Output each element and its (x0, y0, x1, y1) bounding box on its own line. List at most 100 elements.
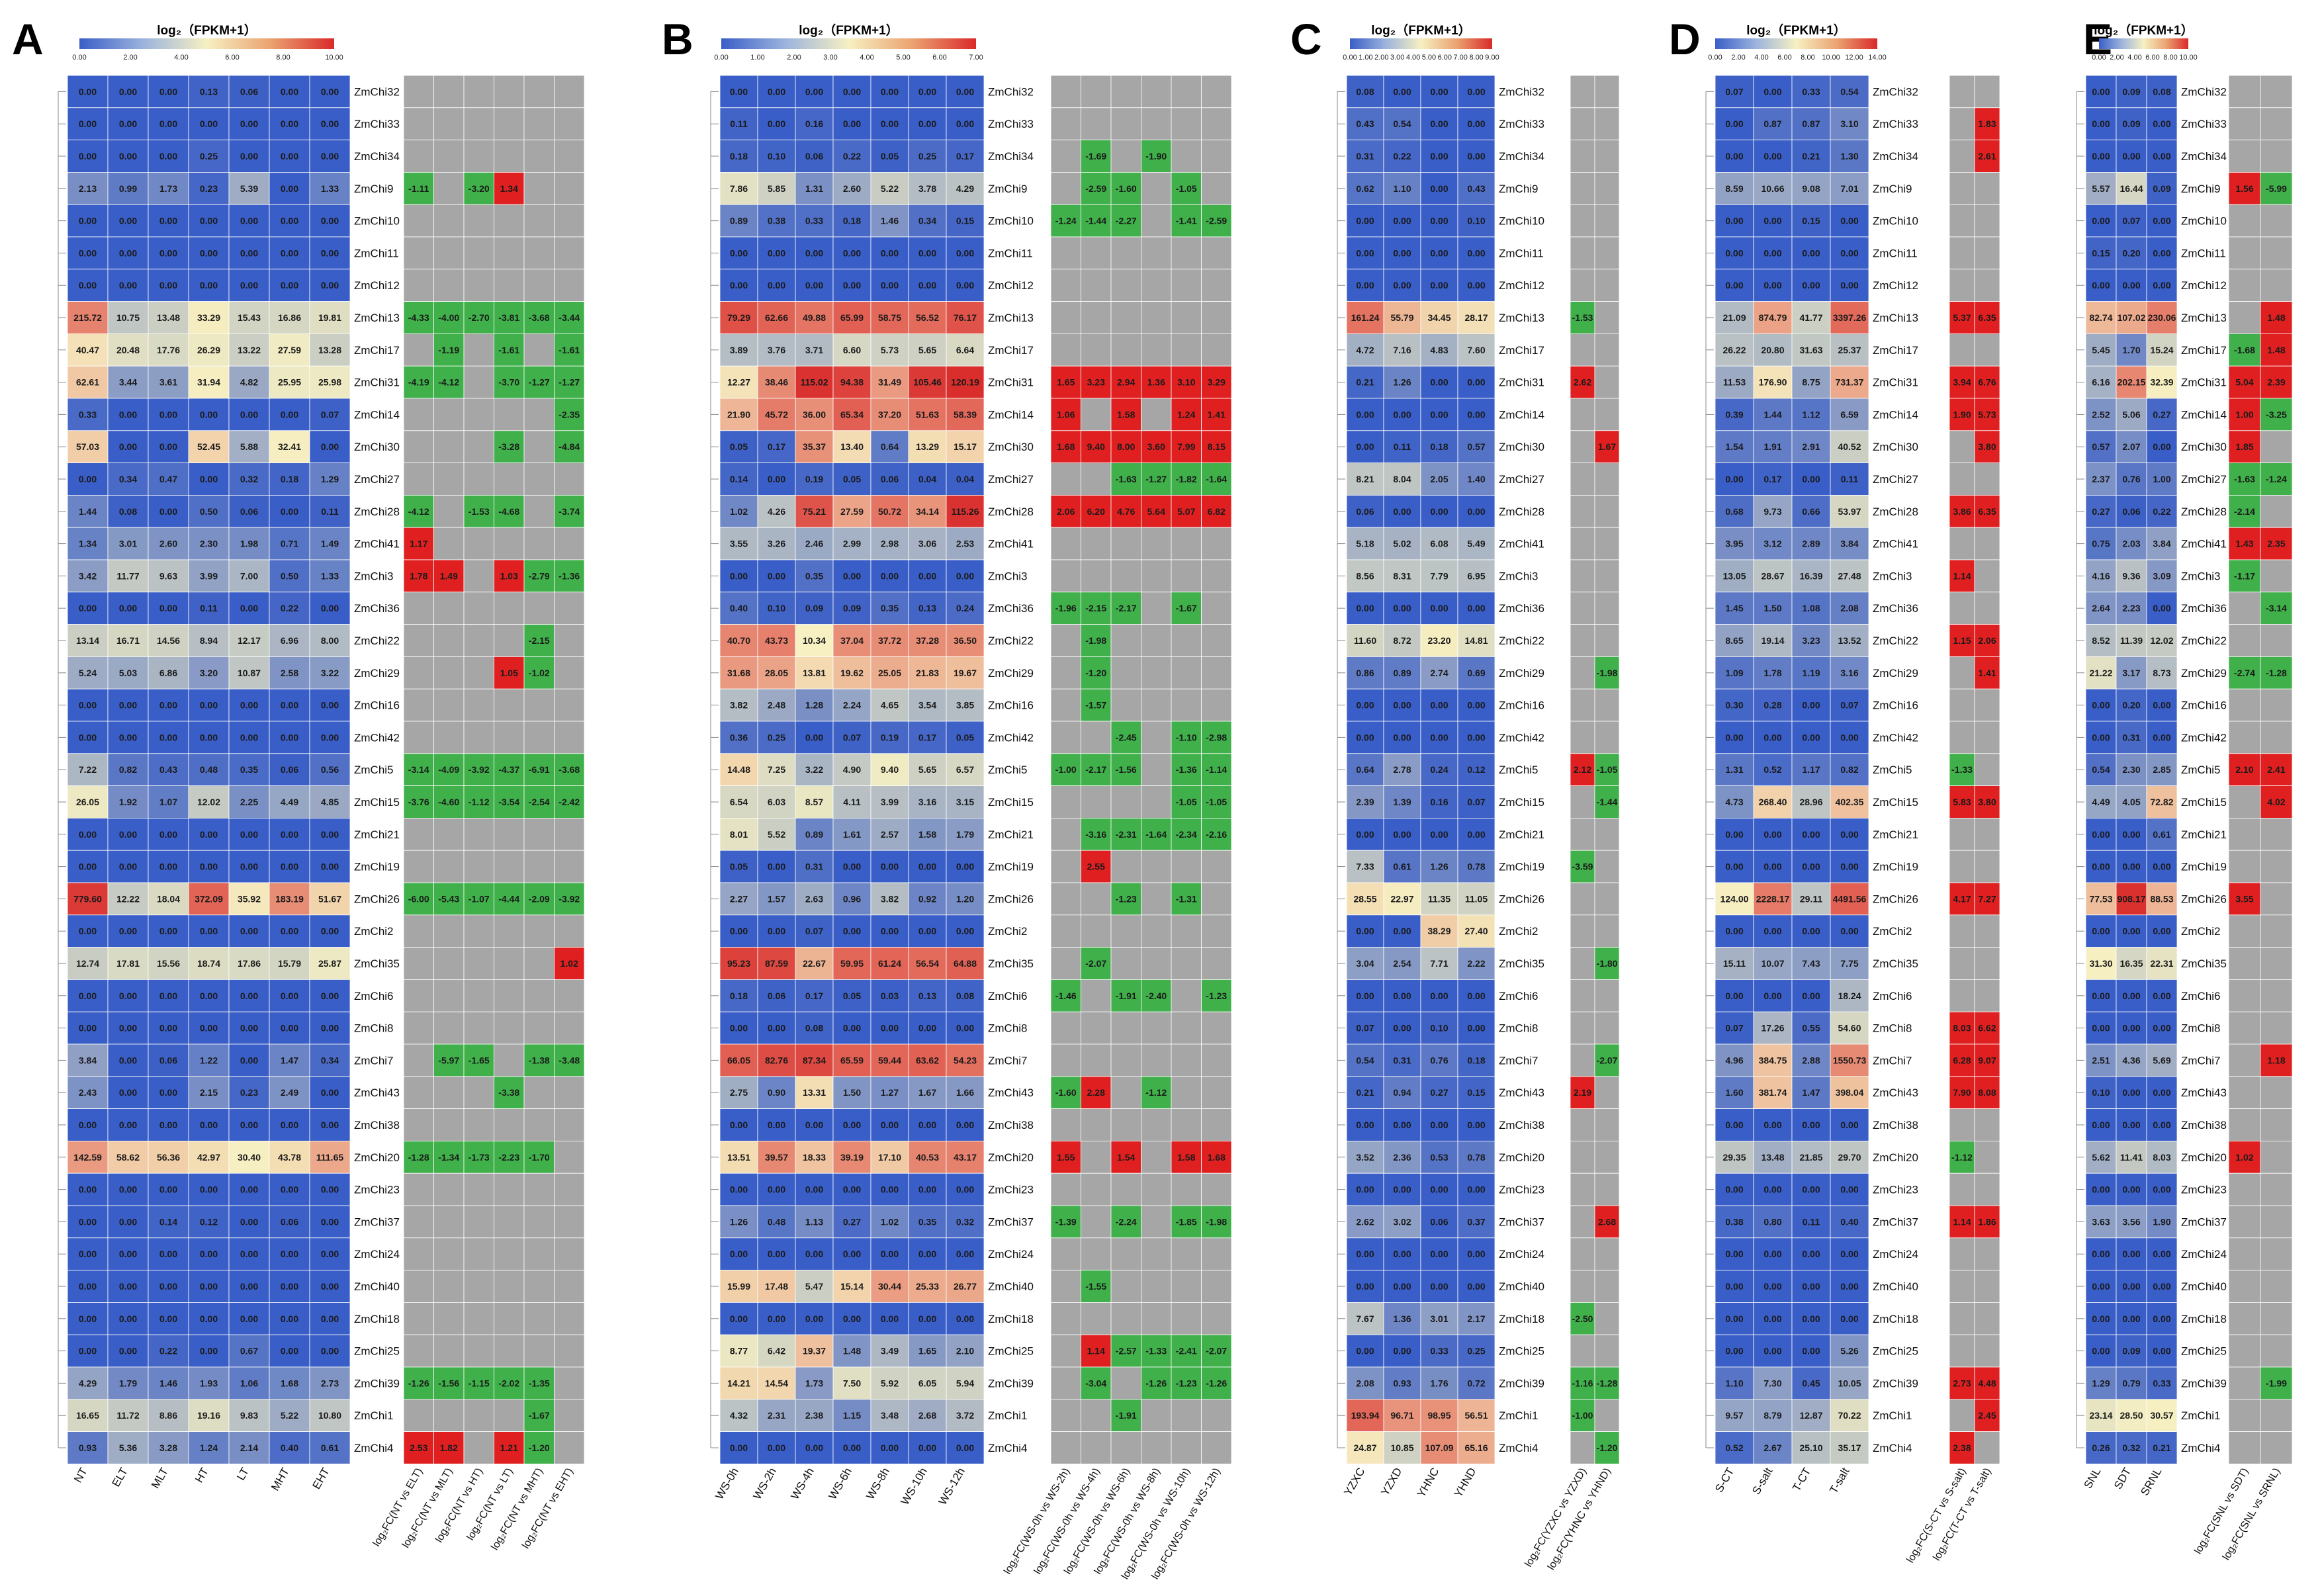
fc-cell (1050, 592, 1081, 625)
heat-cell-value: 0.04 (956, 474, 974, 484)
heat-cell (1791, 850, 1831, 883)
fc-cell (554, 171, 585, 205)
heat-cell-value: 4.82 (240, 377, 258, 388)
fc-cell (494, 947, 525, 980)
fc-cell (1171, 818, 1202, 851)
gene-label: ZmChi35 (1873, 957, 1918, 970)
gene-label: ZmChi29 (1873, 667, 1918, 680)
heat-cell (832, 107, 871, 141)
fc-cell (554, 1431, 585, 1464)
fc-cell-value: -2.79 (529, 570, 550, 581)
legend-title: log₂（FPKM+1） (1371, 22, 1470, 38)
fc-cell-value: -2.45 (1116, 732, 1137, 742)
heat-cell (908, 1205, 947, 1239)
gene-label: ZmChi32 (988, 85, 1034, 98)
fc-cell (1081, 624, 1112, 657)
heat-cell-value: 49.88 (803, 312, 826, 323)
heat-cell (1753, 947, 1793, 980)
gene-label: ZmChi15 (354, 796, 400, 809)
heat-cell-value: 28.96 (1799, 797, 1822, 807)
heat-cell-value: 40.70 (727, 635, 750, 646)
heat-cell-value: 0.00 (1763, 862, 1781, 872)
fc-cell (433, 75, 465, 109)
heat-cell-value: 5.94 (956, 1378, 974, 1388)
heat-cell (188, 656, 230, 689)
fc-cell (1570, 1431, 1595, 1464)
fc-cell (463, 269, 494, 302)
heat-cell (107, 269, 149, 302)
heat-cell-value: 0.00 (2122, 1120, 2140, 1130)
fc-cell-value: -1.57 (1085, 700, 1106, 711)
heat-cell-value: 62.66 (765, 312, 788, 323)
heat-cell-value: 6.64 (956, 345, 974, 355)
heat-cell-value: 5.85 (768, 183, 785, 194)
heat-cell-value: 0.30 (1725, 700, 1743, 711)
fc-cell-value: -2.57 (1116, 1346, 1137, 1356)
heat-cell-value: 0.00 (918, 280, 936, 290)
gene-label: ZmChi26 (1499, 893, 1544, 905)
heat-cell-value: 72.82 (2150, 797, 2173, 807)
fc-cell-value: 1.00 (2235, 409, 2253, 420)
gene-label: ZmChi38 (1873, 1119, 1918, 1131)
heat-cell-value: 0.00 (321, 1281, 339, 1292)
fc-cell-value: 1.41 (1208, 409, 1226, 420)
fc-cell-value: -1.91 (1116, 991, 1137, 1001)
heat-cell (795, 495, 834, 528)
heat-cell (269, 721, 310, 754)
heat-cell-value: 20.80 (1761, 345, 1784, 355)
heat-cell-value: 21.83 (916, 668, 939, 678)
heat-cell (1457, 1011, 1495, 1045)
heat-cell-value: 0.93 (1393, 1378, 1411, 1388)
gene-label: ZmChi36 (988, 602, 1034, 615)
heat-cell (188, 592, 230, 625)
fc-cell (1201, 1334, 1232, 1368)
heat-cell-value: 12.17 (238, 635, 261, 646)
gene-label: ZmChi26 (988, 893, 1034, 905)
heat-cell-value: 0.54 (1840, 86, 1858, 97)
heat-cell (228, 140, 270, 173)
heat-cell-value: 0.11 (200, 603, 218, 613)
heat-cell-value: 2.52 (2092, 409, 2110, 420)
heat-cell (269, 624, 310, 657)
heat-cell (1346, 236, 1384, 270)
heat-cell (1383, 171, 1421, 205)
heat-cell (1791, 75, 1831, 109)
heat-cell (1753, 850, 1793, 883)
fc-cell (1949, 1302, 1975, 1335)
heat-cell-value: 0.00 (1356, 700, 1374, 711)
fc-cell-value: -2.41 (1176, 1346, 1197, 1356)
heat-cell-value: 0.00 (2092, 216, 2110, 226)
heat-cell (1715, 495, 1754, 528)
fc-cell (433, 914, 465, 948)
heat-cell-value: 0.00 (730, 86, 748, 97)
heat-cell-value: 3.23 (1802, 635, 1820, 646)
heat-cell-value: 0.32 (2122, 1442, 2140, 1453)
fc-cell (2260, 882, 2293, 916)
fc-cell (433, 1302, 465, 1335)
heat-cell-value: 0.00 (768, 1442, 785, 1453)
heat-cell (107, 882, 149, 916)
heat-cell (67, 1237, 109, 1271)
heat-cell-value: 1.50 (1763, 603, 1781, 613)
fc-cell (554, 1302, 585, 1335)
heat-cell (107, 624, 149, 657)
heat-cell-value: 0.50 (281, 570, 298, 581)
heat-cell (832, 688, 871, 722)
heat-cell-value: 28.55 (1353, 893, 1376, 904)
heat-cell (269, 1141, 310, 1174)
fc-cell (554, 592, 585, 625)
heat-cell-value: 0.07 (1725, 1023, 1743, 1034)
heat-cell (832, 979, 871, 1012)
heat-cell-value: 0.00 (918, 1120, 936, 1130)
fc-cell-value: -4.19 (408, 377, 429, 388)
heat-cell (1383, 1431, 1421, 1464)
gene-label: ZmChi31 (354, 377, 400, 389)
heat-cell-value: 0.00 (1725, 247, 1743, 258)
heat-cell (908, 1043, 947, 1077)
heat-cell-value: 0.00 (281, 86, 298, 97)
heat-cell (1457, 818, 1495, 851)
fc-cell (1570, 1076, 1595, 1110)
fc-cell-value: -1.98 (1206, 1216, 1227, 1227)
gene-label: ZmChi19 (354, 861, 400, 873)
heat-cell (1457, 1431, 1495, 1464)
